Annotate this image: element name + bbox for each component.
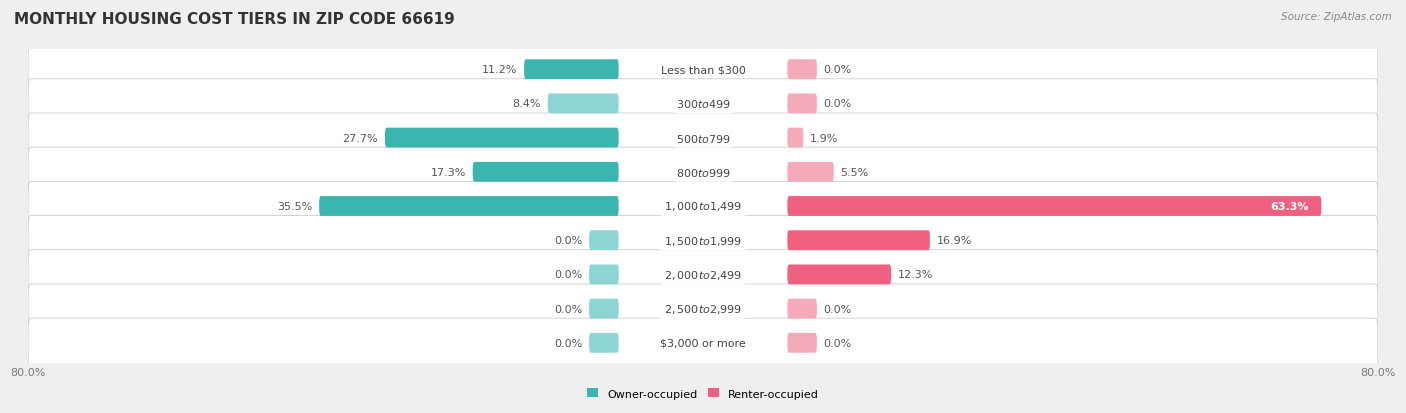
FancyBboxPatch shape bbox=[319, 197, 619, 216]
Legend: Owner-occupied, Renter-occupied: Owner-occupied, Renter-occupied bbox=[586, 388, 820, 399]
Text: 12.3%: 12.3% bbox=[898, 270, 934, 280]
Text: $2,000 to $2,499: $2,000 to $2,499 bbox=[664, 268, 742, 281]
Text: Source: ZipAtlas.com: Source: ZipAtlas.com bbox=[1281, 12, 1392, 22]
Text: 35.5%: 35.5% bbox=[277, 202, 312, 211]
Text: 16.9%: 16.9% bbox=[936, 236, 972, 246]
FancyBboxPatch shape bbox=[548, 94, 619, 114]
Text: $2,500 to $2,999: $2,500 to $2,999 bbox=[664, 302, 742, 316]
FancyBboxPatch shape bbox=[28, 250, 1378, 299]
Text: 5.5%: 5.5% bbox=[841, 167, 869, 177]
Text: MONTHLY HOUSING COST TIERS IN ZIP CODE 66619: MONTHLY HOUSING COST TIERS IN ZIP CODE 6… bbox=[14, 12, 454, 27]
Text: $1,500 to $1,999: $1,500 to $1,999 bbox=[664, 234, 742, 247]
Text: 1.9%: 1.9% bbox=[810, 133, 838, 143]
FancyBboxPatch shape bbox=[524, 60, 619, 80]
FancyBboxPatch shape bbox=[787, 231, 929, 251]
FancyBboxPatch shape bbox=[28, 80, 1378, 129]
FancyBboxPatch shape bbox=[787, 162, 834, 182]
Text: 0.0%: 0.0% bbox=[824, 338, 852, 348]
Text: $1,000 to $1,499: $1,000 to $1,499 bbox=[664, 200, 742, 213]
FancyBboxPatch shape bbox=[787, 265, 891, 285]
FancyBboxPatch shape bbox=[787, 299, 817, 319]
FancyBboxPatch shape bbox=[589, 299, 619, 319]
FancyBboxPatch shape bbox=[28, 182, 1378, 231]
Text: $800 to $999: $800 to $999 bbox=[675, 166, 731, 178]
FancyBboxPatch shape bbox=[787, 333, 817, 353]
FancyBboxPatch shape bbox=[28, 114, 1378, 163]
Text: 63.3%: 63.3% bbox=[1270, 202, 1309, 211]
Text: Less than $300: Less than $300 bbox=[661, 65, 745, 75]
Text: 0.0%: 0.0% bbox=[824, 99, 852, 109]
Text: 17.3%: 17.3% bbox=[430, 167, 465, 177]
FancyBboxPatch shape bbox=[589, 231, 619, 251]
FancyBboxPatch shape bbox=[589, 333, 619, 353]
FancyBboxPatch shape bbox=[787, 60, 817, 80]
Text: 0.0%: 0.0% bbox=[554, 304, 582, 314]
FancyBboxPatch shape bbox=[589, 265, 619, 285]
Text: $500 to $799: $500 to $799 bbox=[675, 132, 731, 144]
Text: $300 to $499: $300 to $499 bbox=[675, 98, 731, 110]
Text: 0.0%: 0.0% bbox=[554, 270, 582, 280]
FancyBboxPatch shape bbox=[28, 318, 1378, 368]
FancyBboxPatch shape bbox=[28, 216, 1378, 265]
FancyBboxPatch shape bbox=[28, 284, 1378, 333]
Text: 27.7%: 27.7% bbox=[343, 133, 378, 143]
Text: 0.0%: 0.0% bbox=[554, 338, 582, 348]
FancyBboxPatch shape bbox=[787, 128, 803, 148]
Text: 11.2%: 11.2% bbox=[482, 65, 517, 75]
Text: 0.0%: 0.0% bbox=[554, 236, 582, 246]
FancyBboxPatch shape bbox=[472, 162, 619, 182]
FancyBboxPatch shape bbox=[787, 197, 1322, 216]
Text: 0.0%: 0.0% bbox=[824, 304, 852, 314]
Text: 8.4%: 8.4% bbox=[513, 99, 541, 109]
FancyBboxPatch shape bbox=[28, 45, 1378, 95]
Text: 0.0%: 0.0% bbox=[824, 65, 852, 75]
Text: $3,000 or more: $3,000 or more bbox=[661, 338, 745, 348]
FancyBboxPatch shape bbox=[385, 128, 619, 148]
FancyBboxPatch shape bbox=[787, 94, 817, 114]
FancyBboxPatch shape bbox=[28, 148, 1378, 197]
